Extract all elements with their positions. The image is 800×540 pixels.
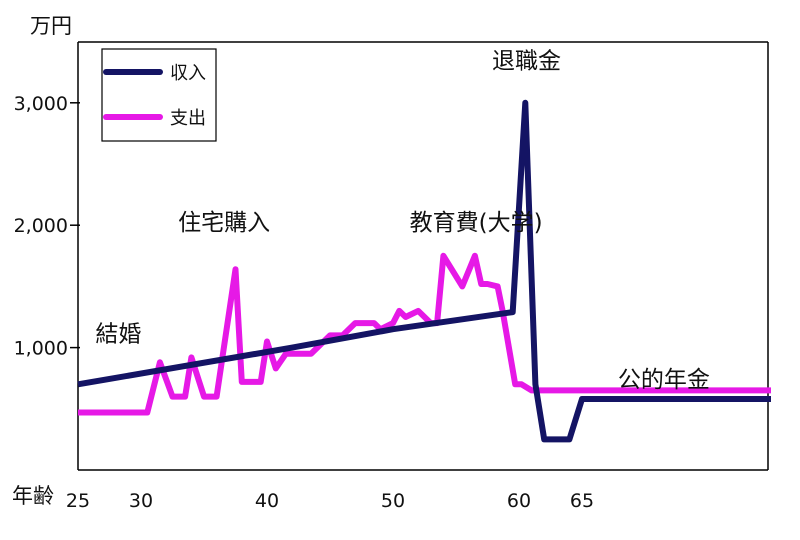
annotation-label: 公的年金	[618, 367, 710, 393]
x-tick-label: 65	[570, 490, 594, 512]
y-axis-unit-label: 万円	[30, 14, 72, 38]
series-line-expense	[78, 252, 771, 416]
legend: 収入 支出	[101, 48, 217, 142]
x-tick-label: 40	[255, 490, 279, 512]
annotation-label: 退職金	[492, 49, 561, 75]
annotation-label: 結婚	[95, 321, 141, 347]
y-tick-label: 1,000	[14, 338, 68, 360]
y-tick-label: 2,000	[14, 215, 68, 237]
x-ticks: 25 30 40 50 60 65	[66, 490, 594, 512]
y-ticks: 1,000 2,000 3,000	[14, 93, 80, 360]
x-tick-label: 50	[381, 490, 405, 512]
x-tick-label: 30	[129, 490, 153, 512]
legend-box	[101, 48, 217, 142]
annotation-label: 住宅購入	[178, 210, 270, 236]
x-tick-label: 60	[507, 490, 531, 512]
series-lines	[77, 99, 771, 443]
legend-label-income: 収入	[170, 63, 206, 84]
annotation-label: 教育費(大学)	[410, 210, 543, 236]
x-tick-label: 25	[66, 490, 90, 512]
x-axis-label: 年齢	[12, 484, 54, 508]
series-line-income	[77, 99, 771, 443]
legend-label-expense: 支出	[170, 108, 206, 129]
y-tick-label: 3,000	[14, 93, 68, 115]
